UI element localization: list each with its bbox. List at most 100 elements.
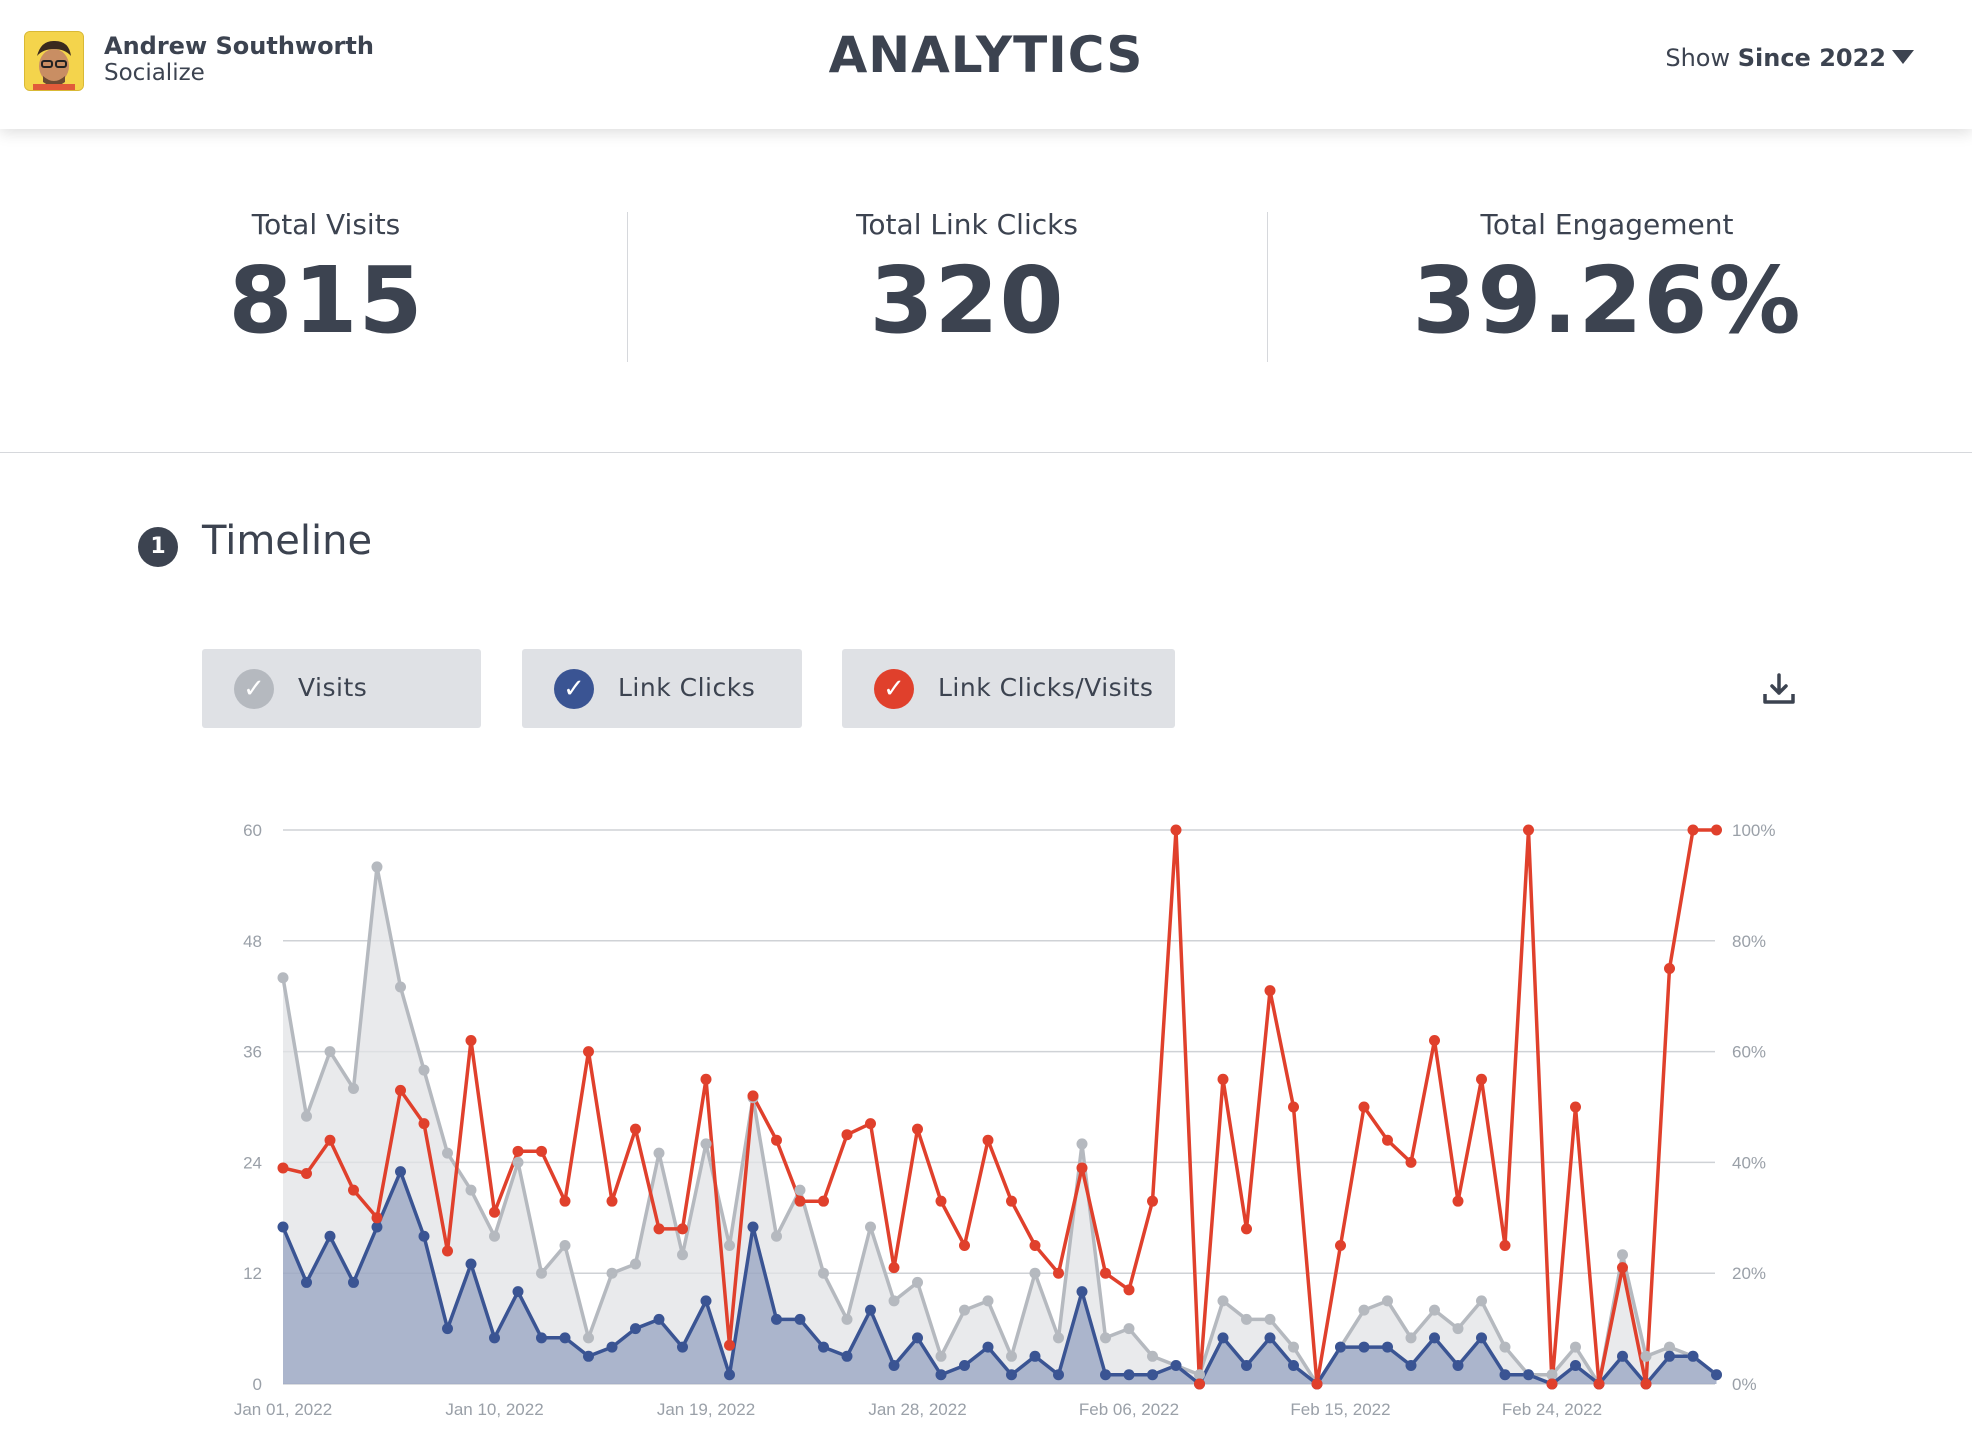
point-link-clicks	[1523, 1369, 1534, 1381]
point-link-clicks	[1264, 1332, 1276, 1344]
point-visits	[1100, 1332, 1111, 1344]
point-link-clicks-visits	[653, 1223, 665, 1235]
point-visits	[912, 1276, 923, 1288]
point-visits	[1617, 1249, 1628, 1261]
point-link-clicks	[1570, 1360, 1581, 1372]
line-visits	[281, 865, 1718, 1386]
point-link-clicks	[1288, 1360, 1299, 1372]
stat-divider	[1267, 212, 1268, 362]
point-link-clicks-visits	[442, 1245, 453, 1257]
point-link-clicks-visits	[771, 1134, 782, 1146]
point-link-clicks	[512, 1286, 524, 1298]
point-link-clicks	[583, 1350, 594, 1362]
point-visits	[653, 1147, 665, 1159]
point-link-clicks	[1123, 1369, 1135, 1381]
point-link-clicks-visits	[1499, 1240, 1511, 1251]
point-link-clicks-visits	[606, 1195, 618, 1207]
check-icon: ✓	[874, 669, 914, 709]
download-icon	[1763, 673, 1795, 704]
point-link-clicks	[1711, 1369, 1722, 1381]
y-tick-label-right: 100%	[1732, 821, 1775, 840]
point-link-clicks	[1358, 1341, 1370, 1353]
legend-toggle-link-clicks-per-visit[interactable]: ✓ Link Clicks/Visits	[842, 649, 1175, 728]
point-visits	[1217, 1295, 1229, 1307]
point-link-clicks	[418, 1230, 430, 1242]
point-link-clicks	[1617, 1350, 1628, 1362]
point-visits	[1076, 1138, 1088, 1150]
stat-divider	[627, 212, 628, 362]
y-tick-label-left: 48	[243, 932, 262, 951]
legend-toggle-link-clicks[interactable]: ✓ Link Clicks	[522, 649, 802, 728]
y-tick-label-left: 0	[253, 1375, 262, 1394]
point-link-clicks-visits	[1335, 1240, 1346, 1251]
point-visits	[1570, 1341, 1581, 1353]
point-link-clicks	[559, 1332, 571, 1344]
point-link-clicks	[982, 1341, 994, 1353]
point-visits	[888, 1295, 900, 1307]
point-link-clicks	[794, 1313, 806, 1325]
point-visits	[1241, 1313, 1252, 1325]
point-visits	[559, 1240, 571, 1251]
point-link-clicks-visits	[301, 1167, 312, 1179]
point-link-clicks	[1076, 1286, 1088, 1298]
point-visits	[277, 972, 289, 984]
point-link-clicks-visits	[583, 1046, 594, 1058]
point-visits	[583, 1332, 594, 1344]
point-link-clicks	[1100, 1369, 1111, 1381]
point-link-clicks	[1382, 1341, 1393, 1353]
x-tick-label: Jan 10, 2022	[445, 1400, 543, 1419]
x-tick-label: Jan 01, 2022	[234, 1400, 332, 1419]
point-link-clicks-visits	[841, 1129, 853, 1141]
point-visits	[1358, 1304, 1370, 1316]
point-visits	[1264, 1313, 1276, 1325]
chart-areas	[283, 866, 1717, 1384]
point-link-clicks-visits	[1311, 1378, 1323, 1390]
point-visits	[348, 1083, 359, 1095]
point-link-clicks-visits	[1405, 1156, 1417, 1168]
avatar-image	[25, 32, 83, 90]
y-tick-label-right: 80%	[1732, 932, 1766, 951]
point-visits	[1499, 1341, 1511, 1353]
stat-value: 320	[869, 247, 1065, 354]
user-avatar[interactable]	[24, 31, 84, 91]
x-tick-label: Feb 06, 2022	[1079, 1400, 1179, 1419]
point-visits	[1147, 1350, 1158, 1362]
point-link-clicks-visits	[277, 1162, 289, 1174]
point-visits	[1053, 1332, 1064, 1344]
point-link-clicks-visits	[489, 1206, 500, 1218]
point-link-clicks	[489, 1332, 500, 1344]
y-tick-label-left: 60	[243, 821, 262, 840]
point-link-clicks	[395, 1166, 406, 1178]
date-filter-dropdown[interactable]: Show Since 2022	[1665, 44, 1914, 72]
point-visits	[865, 1221, 876, 1233]
point-visits	[1664, 1341, 1675, 1353]
point-link-clicks	[841, 1350, 853, 1362]
point-link-clicks-visits	[1217, 1073, 1229, 1085]
x-tick-label: Jan 19, 2022	[657, 1400, 755, 1419]
chart-points	[277, 824, 1722, 1390]
download-button[interactable]	[1762, 672, 1796, 706]
point-link-clicks-visits	[1147, 1195, 1158, 1207]
point-visits	[1405, 1332, 1417, 1344]
point-visits	[1029, 1267, 1041, 1279]
point-visits	[418, 1064, 430, 1076]
point-link-clicks	[1429, 1332, 1440, 1344]
point-link-clicks-visits	[465, 1035, 477, 1047]
point-visits	[794, 1184, 806, 1196]
point-link-clicks	[724, 1369, 735, 1381]
point-link-clicks-visits	[888, 1262, 900, 1274]
section-title: Timeline	[202, 518, 373, 564]
point-link-clicks-visits	[1006, 1195, 1017, 1207]
legend-toggle-visits[interactable]: ✓ Visits	[202, 649, 481, 728]
point-link-clicks	[677, 1341, 688, 1353]
point-visits	[324, 1046, 336, 1058]
point-visits	[1476, 1295, 1487, 1307]
point-visits	[442, 1147, 453, 1159]
point-link-clicks-visits	[1170, 824, 1182, 836]
point-link-clicks	[700, 1295, 712, 1307]
y-tick-label-left: 12	[243, 1264, 262, 1283]
point-visits	[1546, 1369, 1558, 1381]
point-link-clicks-visits	[724, 1339, 735, 1351]
point-visits	[1194, 1369, 1205, 1381]
point-link-clicks-visits	[1617, 1262, 1628, 1274]
